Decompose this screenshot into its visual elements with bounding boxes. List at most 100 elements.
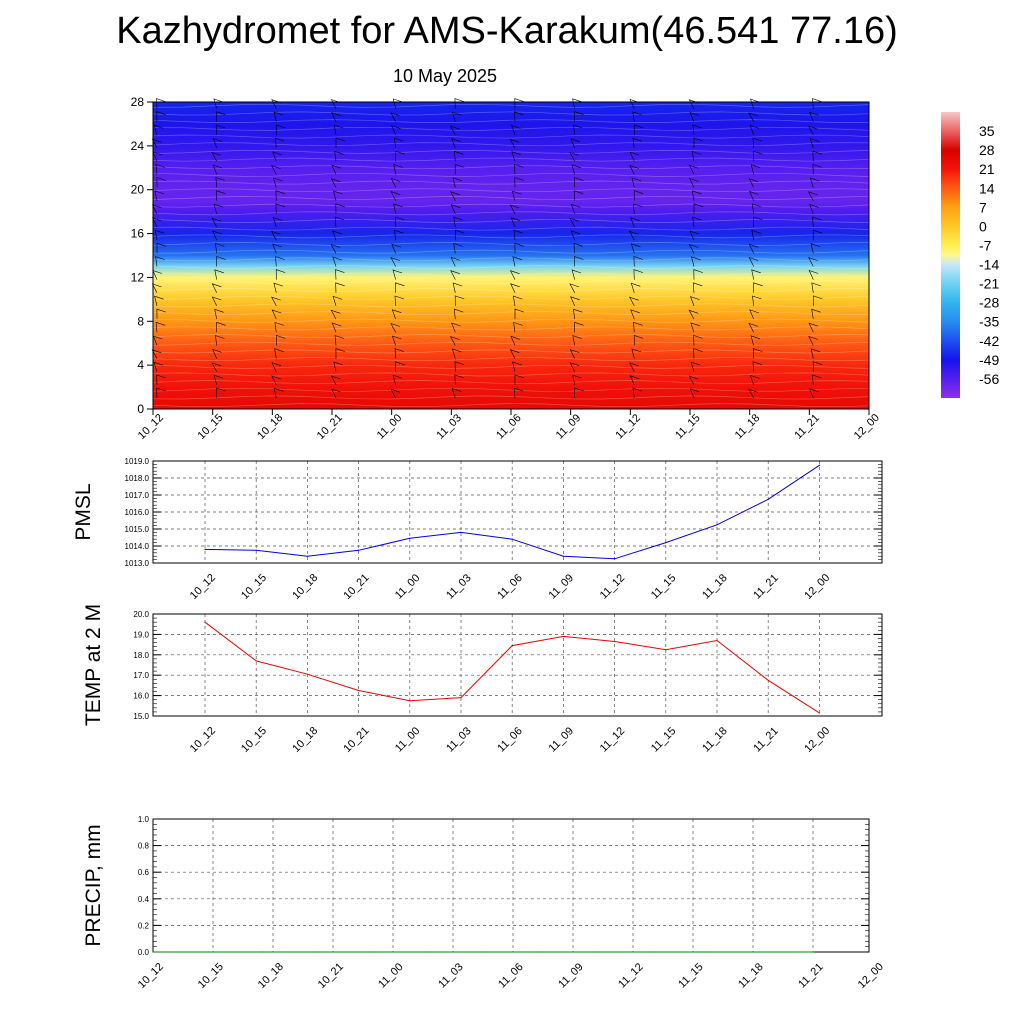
wind-barb bbox=[272, 217, 283, 228]
contour-line bbox=[152, 103, 870, 108]
wind-barb bbox=[156, 387, 166, 399]
y-tick-label: 16.0 bbox=[133, 692, 149, 701]
wind-barb bbox=[390, 388, 401, 399]
y-axis-label: PRECIP, mm bbox=[82, 824, 105, 946]
wind-barb bbox=[752, 295, 762, 306]
wind-barb bbox=[509, 204, 520, 214]
heatmap-x-tick-label: 12_00 bbox=[852, 412, 882, 442]
wind-barb bbox=[213, 374, 224, 385]
wind-barb bbox=[813, 295, 823, 306]
wind-barb bbox=[392, 374, 403, 385]
wind-barb bbox=[569, 362, 580, 372]
heatmap-x-tick-label: 10_12 bbox=[136, 412, 166, 442]
y-tick-label: 17.0 bbox=[133, 671, 149, 680]
wind-barb bbox=[155, 256, 165, 267]
data-point bbox=[538, 951, 540, 953]
x-tick-label: 11_00 bbox=[393, 572, 423, 602]
heatmap-x-tick-label: 11_00 bbox=[375, 412, 405, 442]
wind-barb bbox=[513, 229, 523, 241]
wind-barb bbox=[212, 138, 223, 149]
wind-barb bbox=[275, 203, 285, 214]
wind-barb bbox=[393, 137, 404, 149]
contour-line bbox=[152, 311, 870, 315]
wind-barb bbox=[330, 178, 341, 188]
wind-barb bbox=[753, 348, 763, 359]
wind-barb bbox=[215, 242, 225, 254]
wind-barb bbox=[451, 138, 461, 149]
wind-barb bbox=[693, 348, 703, 359]
wind-barb bbox=[574, 256, 584, 267]
wind-barb bbox=[392, 98, 403, 109]
wind-barb bbox=[512, 256, 522, 267]
wind-barb bbox=[748, 112, 758, 122]
wind-barb bbox=[156, 111, 166, 122]
wind-barb bbox=[569, 217, 579, 228]
contour-line bbox=[152, 119, 869, 123]
wind-barb bbox=[154, 229, 165, 241]
plot-frame bbox=[152, 460, 883, 564]
wind-barb bbox=[633, 321, 643, 333]
wind-barb bbox=[690, 322, 700, 333]
data-point bbox=[358, 549, 360, 551]
wind-barb bbox=[394, 229, 404, 241]
wind-barb bbox=[750, 164, 761, 175]
wind-barb bbox=[511, 125, 521, 136]
data-point bbox=[306, 555, 308, 557]
wind-barb bbox=[395, 150, 405, 162]
wind-barb bbox=[572, 335, 582, 346]
wind-barb bbox=[154, 295, 164, 306]
wind-barb bbox=[453, 242, 463, 254]
x-tick-label: 12_00 bbox=[802, 725, 832, 755]
contour-line bbox=[152, 134, 870, 139]
colorbar-tick-label: 28 bbox=[979, 142, 995, 158]
x-tick-label: 10_21 bbox=[341, 725, 371, 755]
wind-barb bbox=[632, 387, 642, 399]
wind-barb bbox=[807, 191, 818, 201]
wind-barb bbox=[634, 124, 644, 135]
contour-line bbox=[152, 211, 870, 216]
y-axis-label: PMSL bbox=[72, 483, 95, 540]
wind-barb bbox=[391, 309, 402, 320]
wind-barb bbox=[213, 203, 224, 214]
wind-barb bbox=[454, 361, 465, 372]
x-tick-label: 11_15 bbox=[649, 725, 679, 755]
wind-barb bbox=[214, 269, 224, 280]
wind-barb bbox=[693, 203, 704, 214]
wind-barb bbox=[275, 124, 286, 135]
wind-barb bbox=[514, 374, 524, 385]
wind-barb bbox=[688, 375, 699, 386]
contour-line bbox=[152, 126, 870, 131]
wind-barb bbox=[569, 283, 580, 293]
data-point bbox=[758, 951, 760, 953]
wind-barb bbox=[215, 124, 226, 135]
wind-barb bbox=[274, 348, 284, 359]
heatmap-x-tick-label: 11_18 bbox=[733, 412, 763, 442]
heatmap-x-tick-label: 11_03 bbox=[434, 412, 464, 442]
wind-barb bbox=[751, 229, 761, 241]
x-tick-label: 10_18 bbox=[290, 725, 320, 755]
y-tick-label: 0.0 bbox=[138, 948, 150, 957]
contour-line bbox=[152, 303, 870, 308]
wind-barb bbox=[334, 216, 345, 228]
wind-barb bbox=[393, 203, 403, 214]
wind-barb bbox=[330, 375, 341, 386]
x-tick-label: 10_15 bbox=[239, 572, 269, 602]
wind-barb bbox=[809, 388, 819, 399]
heatmap-x-tick-label: 11_06 bbox=[494, 412, 524, 442]
contour-line bbox=[152, 334, 870, 338]
wind-barb bbox=[752, 361, 763, 372]
pmsl-panel: 1013.0 1014.0 1015.0 1016.0 1017.0 1018.0 1019… bbox=[72, 457, 883, 602]
y-axis-label: TEMP at 2 M bbox=[82, 604, 105, 726]
wind-barb bbox=[449, 336, 460, 346]
wind-barb bbox=[689, 388, 700, 399]
wind-barb bbox=[749, 309, 759, 320]
data-point bbox=[716, 639, 718, 642]
data-point bbox=[306, 673, 308, 675]
wind-barb bbox=[691, 190, 702, 201]
colorbar-tick-label: 21 bbox=[979, 161, 995, 177]
wind-barb bbox=[807, 125, 818, 136]
wind-barb bbox=[812, 229, 823, 241]
wind-barb bbox=[514, 98, 524, 109]
wind-barb bbox=[748, 388, 758, 399]
contour-line bbox=[152, 203, 870, 208]
